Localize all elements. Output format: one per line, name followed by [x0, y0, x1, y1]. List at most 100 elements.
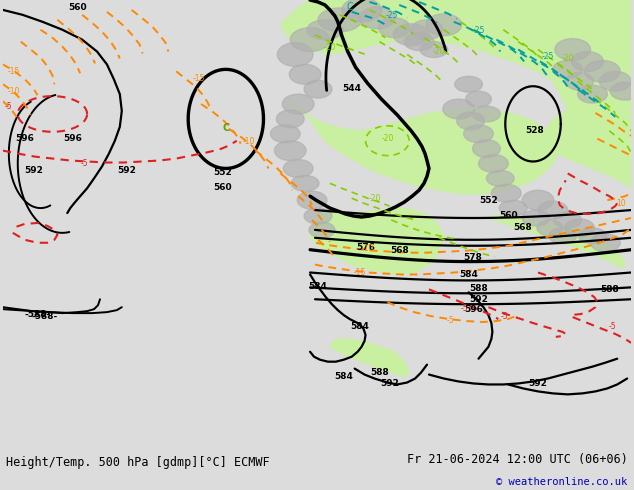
Ellipse shape — [537, 220, 563, 236]
Ellipse shape — [522, 190, 554, 210]
Ellipse shape — [491, 184, 521, 202]
Polygon shape — [310, 208, 444, 274]
Text: -20: -20 — [324, 43, 336, 51]
Ellipse shape — [565, 219, 595, 237]
Ellipse shape — [554, 212, 581, 228]
Text: -25: -25 — [541, 52, 554, 61]
Text: -5: -5 — [609, 322, 616, 331]
Text: -5: -5 — [461, 304, 469, 313]
Ellipse shape — [318, 8, 361, 32]
Text: 560: 560 — [68, 3, 86, 12]
Polygon shape — [488, 216, 625, 268]
Text: 578: 578 — [463, 253, 482, 262]
Text: 560: 560 — [499, 211, 517, 220]
Ellipse shape — [579, 228, 606, 244]
Text: © weatheronline.co.uk: © weatheronline.co.uk — [496, 477, 628, 487]
Ellipse shape — [275, 141, 306, 161]
Ellipse shape — [291, 175, 319, 191]
Text: -5: -5 — [500, 312, 508, 321]
Text: -588-: -588- — [25, 310, 51, 319]
Text: 592: 592 — [529, 379, 547, 389]
Text: C: C — [222, 123, 230, 133]
Ellipse shape — [420, 42, 448, 57]
Ellipse shape — [590, 234, 620, 252]
Ellipse shape — [307, 20, 343, 40]
Text: -15: -15 — [353, 269, 366, 277]
Text: 592: 592 — [117, 167, 136, 175]
Text: 10: 10 — [616, 199, 626, 208]
Ellipse shape — [404, 33, 434, 50]
Ellipse shape — [555, 39, 590, 60]
Text: -25: -25 — [472, 25, 485, 35]
Ellipse shape — [472, 106, 500, 122]
Ellipse shape — [566, 73, 593, 90]
Ellipse shape — [271, 125, 300, 143]
Text: -10: -10 — [8, 87, 20, 96]
Ellipse shape — [304, 80, 332, 98]
Ellipse shape — [309, 222, 335, 238]
Text: -20: -20 — [368, 194, 380, 203]
Ellipse shape — [572, 51, 604, 72]
Ellipse shape — [443, 99, 475, 119]
Ellipse shape — [290, 28, 330, 51]
Text: 584: 584 — [350, 322, 369, 331]
Ellipse shape — [599, 72, 631, 91]
Ellipse shape — [426, 14, 462, 36]
Ellipse shape — [611, 82, 634, 100]
Text: -20: -20 — [432, 48, 445, 56]
Ellipse shape — [276, 110, 304, 128]
Ellipse shape — [553, 60, 583, 78]
Text: -15: -15 — [8, 67, 20, 76]
Text: -5: -5 — [5, 102, 13, 111]
Text: -10: -10 — [361, 244, 373, 253]
Ellipse shape — [500, 200, 527, 216]
Ellipse shape — [297, 191, 327, 209]
Polygon shape — [290, 99, 558, 194]
Text: Fr 21-06-2024 12:00 UTC (06+06): Fr 21-06-2024 12:00 UTC (06+06) — [407, 453, 628, 466]
Ellipse shape — [304, 208, 332, 224]
Ellipse shape — [486, 171, 514, 186]
Ellipse shape — [378, 18, 410, 38]
Text: 596: 596 — [464, 305, 483, 314]
Ellipse shape — [549, 228, 576, 244]
Text: 596: 596 — [63, 134, 82, 143]
Polygon shape — [330, 339, 409, 376]
Polygon shape — [538, 101, 631, 188]
Ellipse shape — [277, 43, 313, 66]
Ellipse shape — [578, 85, 607, 103]
Text: 596: 596 — [15, 134, 34, 143]
Text: 568: 568 — [390, 245, 409, 255]
Text: -5: -5 — [447, 316, 455, 325]
Text: -10: -10 — [242, 137, 255, 146]
Text: 584: 584 — [309, 282, 327, 292]
Ellipse shape — [465, 91, 491, 107]
Text: 560: 560 — [214, 183, 232, 192]
Ellipse shape — [282, 94, 314, 114]
Polygon shape — [280, 0, 631, 148]
Text: -20: -20 — [381, 134, 394, 143]
Text: 592: 592 — [25, 167, 44, 175]
Polygon shape — [310, 15, 325, 35]
Text: 528: 528 — [526, 126, 545, 135]
Ellipse shape — [456, 112, 484, 130]
Ellipse shape — [342, 0, 382, 22]
Text: Height/Temp. 500 hPa [gdmp][°C] ECMWF: Height/Temp. 500 hPa [gdmp][°C] ECMWF — [6, 456, 270, 469]
Text: 592: 592 — [380, 379, 399, 389]
Text: 592: 592 — [469, 295, 488, 304]
Text: 584: 584 — [459, 270, 478, 279]
Ellipse shape — [393, 24, 429, 46]
Ellipse shape — [411, 20, 443, 40]
Text: C: C — [346, 2, 353, 12]
Text: 588: 588 — [600, 285, 619, 294]
Text: 588: 588 — [469, 284, 488, 294]
Ellipse shape — [455, 76, 482, 92]
Ellipse shape — [585, 60, 620, 82]
Ellipse shape — [289, 64, 321, 84]
Text: -5: -5 — [81, 159, 88, 169]
Text: -15: -15 — [193, 74, 205, 83]
Polygon shape — [354, 12, 387, 38]
Text: 568: 568 — [514, 223, 533, 232]
Text: 544: 544 — [342, 84, 361, 93]
Ellipse shape — [522, 210, 550, 226]
Text: -25: -25 — [385, 11, 398, 20]
